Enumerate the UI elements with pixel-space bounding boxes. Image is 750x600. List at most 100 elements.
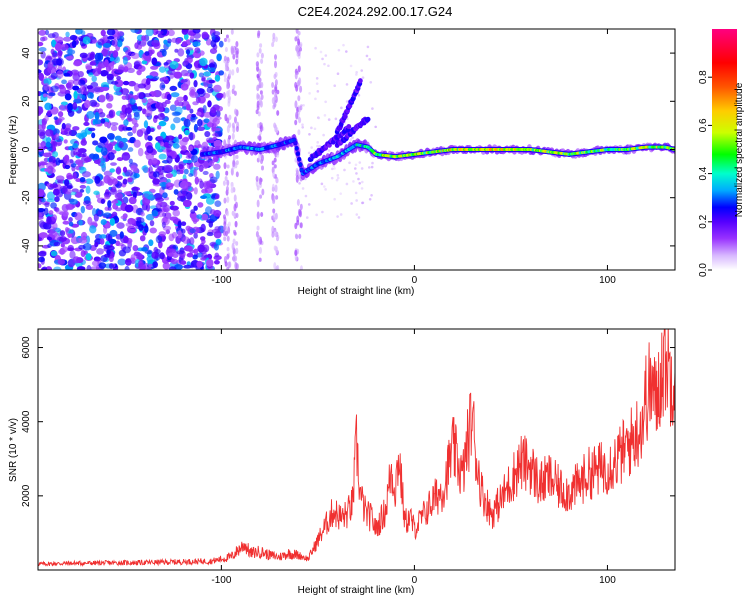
speckle-blob — [317, 116, 321, 120]
noise-blob — [72, 126, 80, 131]
striation-blob — [235, 160, 239, 166]
speckle-blob — [304, 194, 308, 198]
noise-blob — [188, 145, 193, 152]
striation-blob — [235, 241, 239, 246]
noise-blob — [51, 214, 58, 222]
striation-blob — [261, 188, 265, 196]
noise-blob — [106, 249, 111, 255]
noise-blob — [48, 230, 58, 238]
striation-blob — [275, 246, 279, 255]
noise-blob — [128, 158, 133, 164]
noise-blob — [65, 31, 70, 38]
ridge-core — [293, 141, 298, 145]
noise-blob — [43, 207, 49, 216]
noise-blob — [122, 126, 129, 132]
noise-blob — [83, 250, 88, 255]
noise-blob — [169, 248, 177, 254]
noise-blob — [101, 48, 109, 57]
striation-blob — [235, 58, 239, 65]
noise-blob — [99, 234, 108, 239]
striation-blob — [299, 222, 303, 229]
noise-blob — [133, 139, 141, 148]
noise-blob — [84, 99, 91, 109]
noise-blob — [44, 202, 50, 208]
noise-blob — [157, 113, 166, 121]
speckle-blob — [370, 193, 373, 197]
striation-blob — [275, 195, 279, 200]
noise-blob — [51, 52, 58, 58]
noise-blob — [67, 244, 74, 251]
striation-blob — [256, 64, 260, 73]
striation-blob — [299, 41, 303, 48]
striation-blob — [231, 122, 235, 129]
noise-blob — [182, 159, 188, 164]
noise-blob — [170, 123, 176, 131]
noise-blob — [214, 252, 220, 258]
colorbar-tick-label: 0.4 — [698, 166, 709, 180]
colorbar-ticks: 0.0 0.2 0.4 0.6 0.8 — [698, 70, 712, 277]
striation-blob — [271, 42, 275, 48]
noise-blob — [122, 246, 132, 254]
speckle-blob — [365, 54, 369, 58]
noise-blob — [120, 88, 130, 95]
noise-blob — [181, 145, 187, 152]
striation-blob — [222, 230, 226, 237]
noise-blob — [80, 205, 86, 214]
noise-blob — [162, 216, 168, 224]
noise-blob — [106, 73, 114, 81]
noise-blob — [40, 197, 46, 203]
noise-blob — [66, 174, 74, 180]
speckle-blob — [334, 117, 338, 121]
striation-blob — [224, 64, 228, 72]
speckle-blob — [345, 83, 349, 86]
noise-blob — [131, 186, 139, 195]
noise-blob — [157, 135, 164, 141]
noise-blob — [121, 95, 127, 100]
noise-blob — [177, 220, 182, 229]
snr-x-axis-label: Height of straight line (km) — [298, 585, 415, 596]
striation-blob — [233, 90, 237, 96]
noise-blob — [194, 47, 201, 54]
noise-blob — [161, 76, 169, 81]
noise-blob — [188, 173, 194, 177]
noise-blob — [167, 182, 172, 187]
noise-blob — [100, 118, 106, 124]
noise-blob — [207, 100, 212, 108]
noise-blob — [98, 262, 107, 269]
noise-blob — [107, 200, 112, 208]
striation-blob — [226, 246, 230, 252]
striation-blob — [273, 101, 277, 108]
noise-blob — [159, 82, 166, 91]
noise-blob — [59, 247, 65, 255]
noise-blob — [53, 116, 58, 121]
noise-blob — [75, 29, 83, 35]
streak-blob — [346, 123, 352, 130]
noise-blob — [123, 236, 129, 244]
noise-blob — [110, 125, 118, 132]
noise-blob — [64, 178, 70, 187]
noise-blob — [193, 205, 198, 211]
striation-blob — [256, 92, 260, 101]
noise-blob — [60, 43, 69, 51]
noise-blob — [106, 102, 113, 109]
noise-blob — [93, 213, 99, 222]
speckle-blob — [300, 104, 303, 107]
noise-blob — [106, 93, 114, 102]
noise-blob — [40, 51, 46, 59]
noise-blob — [127, 228, 137, 233]
noise-blob — [197, 144, 202, 148]
noise-blob — [63, 36, 72, 42]
noise-blob — [79, 52, 88, 59]
noise-blob — [47, 66, 57, 74]
noise-blob — [55, 157, 61, 166]
snr-marks — [38, 329, 675, 567]
striation-blob — [233, 211, 237, 218]
noise-blob — [93, 190, 100, 196]
striation-blob — [261, 165, 265, 171]
noise-blob — [192, 29, 201, 34]
noise-blob — [199, 180, 204, 189]
noise-blob — [66, 49, 76, 55]
noise-blob — [197, 202, 204, 208]
noise-blob — [58, 235, 67, 242]
noise-blob — [81, 171, 91, 178]
